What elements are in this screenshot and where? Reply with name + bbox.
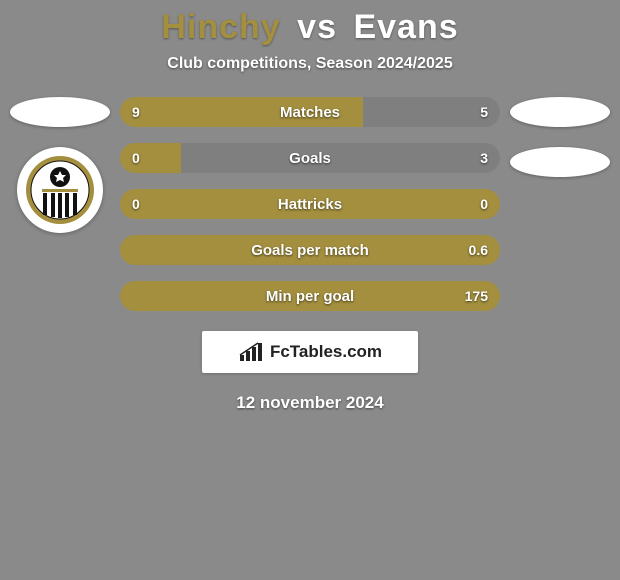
right-side-column	[500, 97, 620, 311]
stat-value-left: 0	[132, 143, 140, 173]
stat-label: Goals	[120, 143, 500, 173]
stat-value-right: 5	[480, 97, 488, 127]
stat-label: Matches	[120, 97, 500, 127]
player2-club-placeholder	[510, 147, 610, 177]
page-title: Hinchy vs Evans	[0, 8, 620, 47]
stat-row: Goals per match0.6	[120, 235, 500, 265]
stat-row: Hattricks0 0	[120, 189, 500, 219]
brand-attribution[interactable]: FcTables.com	[202, 331, 418, 373]
player1-avatar-placeholder	[10, 97, 110, 127]
vs-label: vs	[297, 8, 337, 46]
player2-avatar-placeholder	[510, 97, 610, 127]
stat-row: Goals0 3	[120, 143, 500, 173]
player2-name: Evans	[353, 8, 458, 46]
player1-name: Hinchy	[161, 8, 280, 46]
stat-bars: Matches95Goals03Hattricks00Goals per mat…	[120, 97, 500, 311]
stat-value-right: 175	[465, 281, 488, 311]
date-label: 12 november 2024	[0, 393, 620, 413]
stat-value-right: 3	[480, 143, 488, 173]
stat-row: Matches9 5	[120, 97, 500, 127]
stat-label: Min per goal	[120, 281, 500, 311]
stat-label: Hattricks	[120, 189, 500, 219]
stat-value-left: 9	[132, 97, 140, 127]
left-side-column	[0, 97, 120, 311]
comparison-columns: Matches95Goals03Hattricks00Goals per mat…	[0, 97, 620, 311]
crest-icon	[25, 155, 95, 225]
stat-value-right: 0	[480, 189, 488, 219]
player1-club-crest	[17, 147, 103, 233]
stat-row: Min per goal175	[120, 281, 500, 311]
stat-value-left: 0	[132, 189, 140, 219]
comparison-card: Hinchy vs Evans Club competitions, Seaso…	[0, 0, 620, 413]
subtitle: Club competitions, Season 2024/2025	[0, 55, 620, 73]
stat-label: Goals per match	[120, 235, 500, 265]
chart-icon	[238, 341, 264, 363]
brand-text: FcTables.com	[270, 342, 382, 362]
stat-value-right: 0.6	[469, 235, 488, 265]
